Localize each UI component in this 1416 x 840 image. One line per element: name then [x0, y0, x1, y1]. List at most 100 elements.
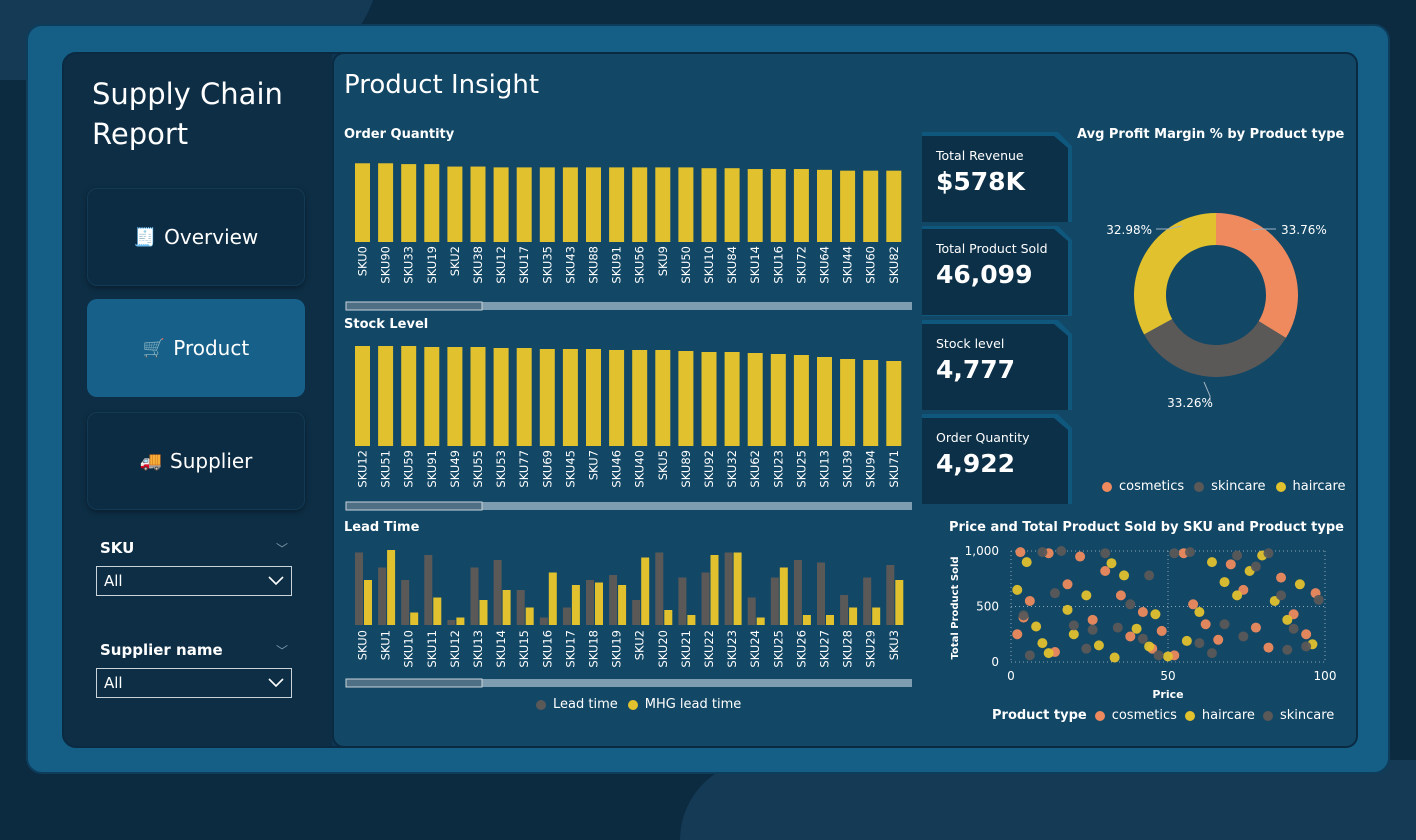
bar: [724, 552, 733, 625]
tick-label: SKU89: [679, 450, 693, 488]
tick-label: SKU14: [494, 630, 508, 668]
legend-dot: [1262, 710, 1273, 721]
tick-label: SKU3: [887, 630, 901, 660]
tick-label: SKU23: [725, 630, 739, 668]
bar: [770, 577, 779, 625]
legend-item: skincare: [1211, 479, 1266, 494]
bar: [562, 167, 578, 242]
chevron-down-icon[interactable]: ﹀: [276, 542, 289, 556]
bar: [562, 349, 578, 446]
tick-label: SKU39: [841, 450, 855, 488]
scatter-legend: Product type cosmetics haircare skincare: [992, 708, 1334, 723]
tick-label: SKU29: [864, 630, 878, 668]
tick-label: SKU13: [471, 630, 485, 668]
scatter-point: [1015, 547, 1026, 558]
nav-supplier-button[interactable]: 🚚 Supplier: [87, 412, 305, 510]
tick-label: SKU17: [517, 246, 531, 284]
leader-line: [1203, 381, 1211, 402]
sku-filter-select[interactable]: All: [96, 566, 292, 596]
legend-dot: [1094, 710, 1105, 721]
bar: [895, 580, 904, 625]
tick-label: SKU12: [356, 450, 370, 488]
bar: [678, 167, 694, 242]
scatter-point: [1144, 570, 1155, 581]
tick-label: SKU9: [656, 246, 670, 276]
order-quantity-chart: SKU0 SKU90 SKU33 SKU19 SKU2 SKU38 SKU12 SKU17 SK…: [345, 163, 912, 311]
scatter-point: [1037, 547, 1048, 558]
bar: [595, 582, 603, 625]
bar: [701, 572, 710, 625]
kpi-order-quantity: Order Quantity 4,922: [922, 418, 1068, 504]
stock-level-chart: SKU12 SKU51 SKU59 SKU91 SKU49 SKU55 SKU53 SKU77…: [345, 346, 912, 511]
lead-time-legend: Lead time MHG lead time: [536, 697, 741, 712]
chart-title: Avg Profit Margin % by Product type: [1077, 127, 1345, 142]
tick-label: SKU32: [725, 450, 739, 488]
legend-item: haircare: [1292, 479, 1346, 494]
legend-dot: [627, 699, 638, 710]
scatter-point: [1087, 624, 1098, 635]
scatter-point: [1163, 651, 1173, 662]
nav-overview-button[interactable]: 🧾 Overview: [87, 188, 305, 286]
scatter-point: [1037, 638, 1048, 649]
scatter-point: [1276, 572, 1287, 583]
tick-label: SKU64: [818, 246, 832, 284]
scatter-point: [1100, 548, 1111, 559]
bar: [840, 170, 856, 242]
bar: [678, 577, 687, 625]
tick-label: SKU10: [402, 630, 416, 668]
scatter-point: [1144, 641, 1155, 652]
bar: [355, 552, 363, 625]
nav-product-button[interactable]: 🛒 Product: [87, 299, 305, 397]
scatter-point: [1169, 548, 1180, 559]
tick-label: SKU19: [610, 630, 624, 668]
scatter-point: [1301, 641, 1312, 652]
scatter-point: [1194, 638, 1205, 649]
chevron-down-icon: [268, 572, 284, 590]
supplier-filter-label: Supplier name: [100, 641, 223, 659]
tick-label: SKU55: [471, 450, 485, 488]
tick-label: SKU16: [540, 630, 554, 668]
profit-margin-donut: 33.76% 33.26% 32.98%: [1106, 213, 1327, 410]
kpi-total-product-sold: Total Product Sold 46,099: [922, 229, 1068, 315]
scatter-point: [1288, 623, 1299, 634]
scatter-point: [1119, 570, 1130, 581]
tick-label: SKU17: [563, 630, 577, 668]
scatter-point: [1263, 548, 1274, 559]
tick-label: SKU12: [448, 630, 462, 668]
donut-legend: cosmetics skincare haircare: [1102, 479, 1346, 494]
bar: [447, 166, 463, 242]
tick-label: SKU7: [587, 450, 601, 480]
bar: [733, 552, 742, 625]
bar: [641, 557, 650, 625]
scrollbar-track: [346, 302, 912, 310]
leader-line: [1251, 228, 1276, 231]
tick-label: SKU91: [610, 246, 624, 284]
supplier-filter-select[interactable]: All: [96, 668, 292, 698]
scatter-point: [1125, 631, 1136, 642]
bar: [378, 346, 394, 446]
scatter-point: [1062, 579, 1073, 590]
bar: [609, 350, 625, 446]
bar: [817, 169, 832, 242]
bar: [793, 355, 809, 446]
scatter-point: [1093, 640, 1104, 651]
bar: [802, 615, 811, 625]
scatter-point: [1081, 590, 1092, 601]
scrollbar-thumb: [345, 301, 483, 311]
legend-item: cosmetics: [1119, 479, 1185, 494]
legend-item: haircare: [1201, 708, 1255, 723]
scatter-point: [1282, 614, 1293, 625]
document-icon: 🧾: [133, 226, 157, 248]
scatter-point: [1219, 577, 1230, 588]
bar: [548, 572, 557, 625]
bar: [849, 607, 858, 625]
scatter-point: [1150, 609, 1161, 620]
data-label: 33.26%: [1167, 396, 1213, 410]
scatter-point: [1184, 547, 1195, 558]
chevron-down-icon[interactable]: ﹀: [276, 644, 289, 658]
scatter-point: [1125, 599, 1136, 610]
scatter-point: [1106, 558, 1117, 569]
tick-label: SKU53: [494, 450, 508, 488]
bar: [863, 170, 879, 242]
bar: [779, 567, 788, 625]
